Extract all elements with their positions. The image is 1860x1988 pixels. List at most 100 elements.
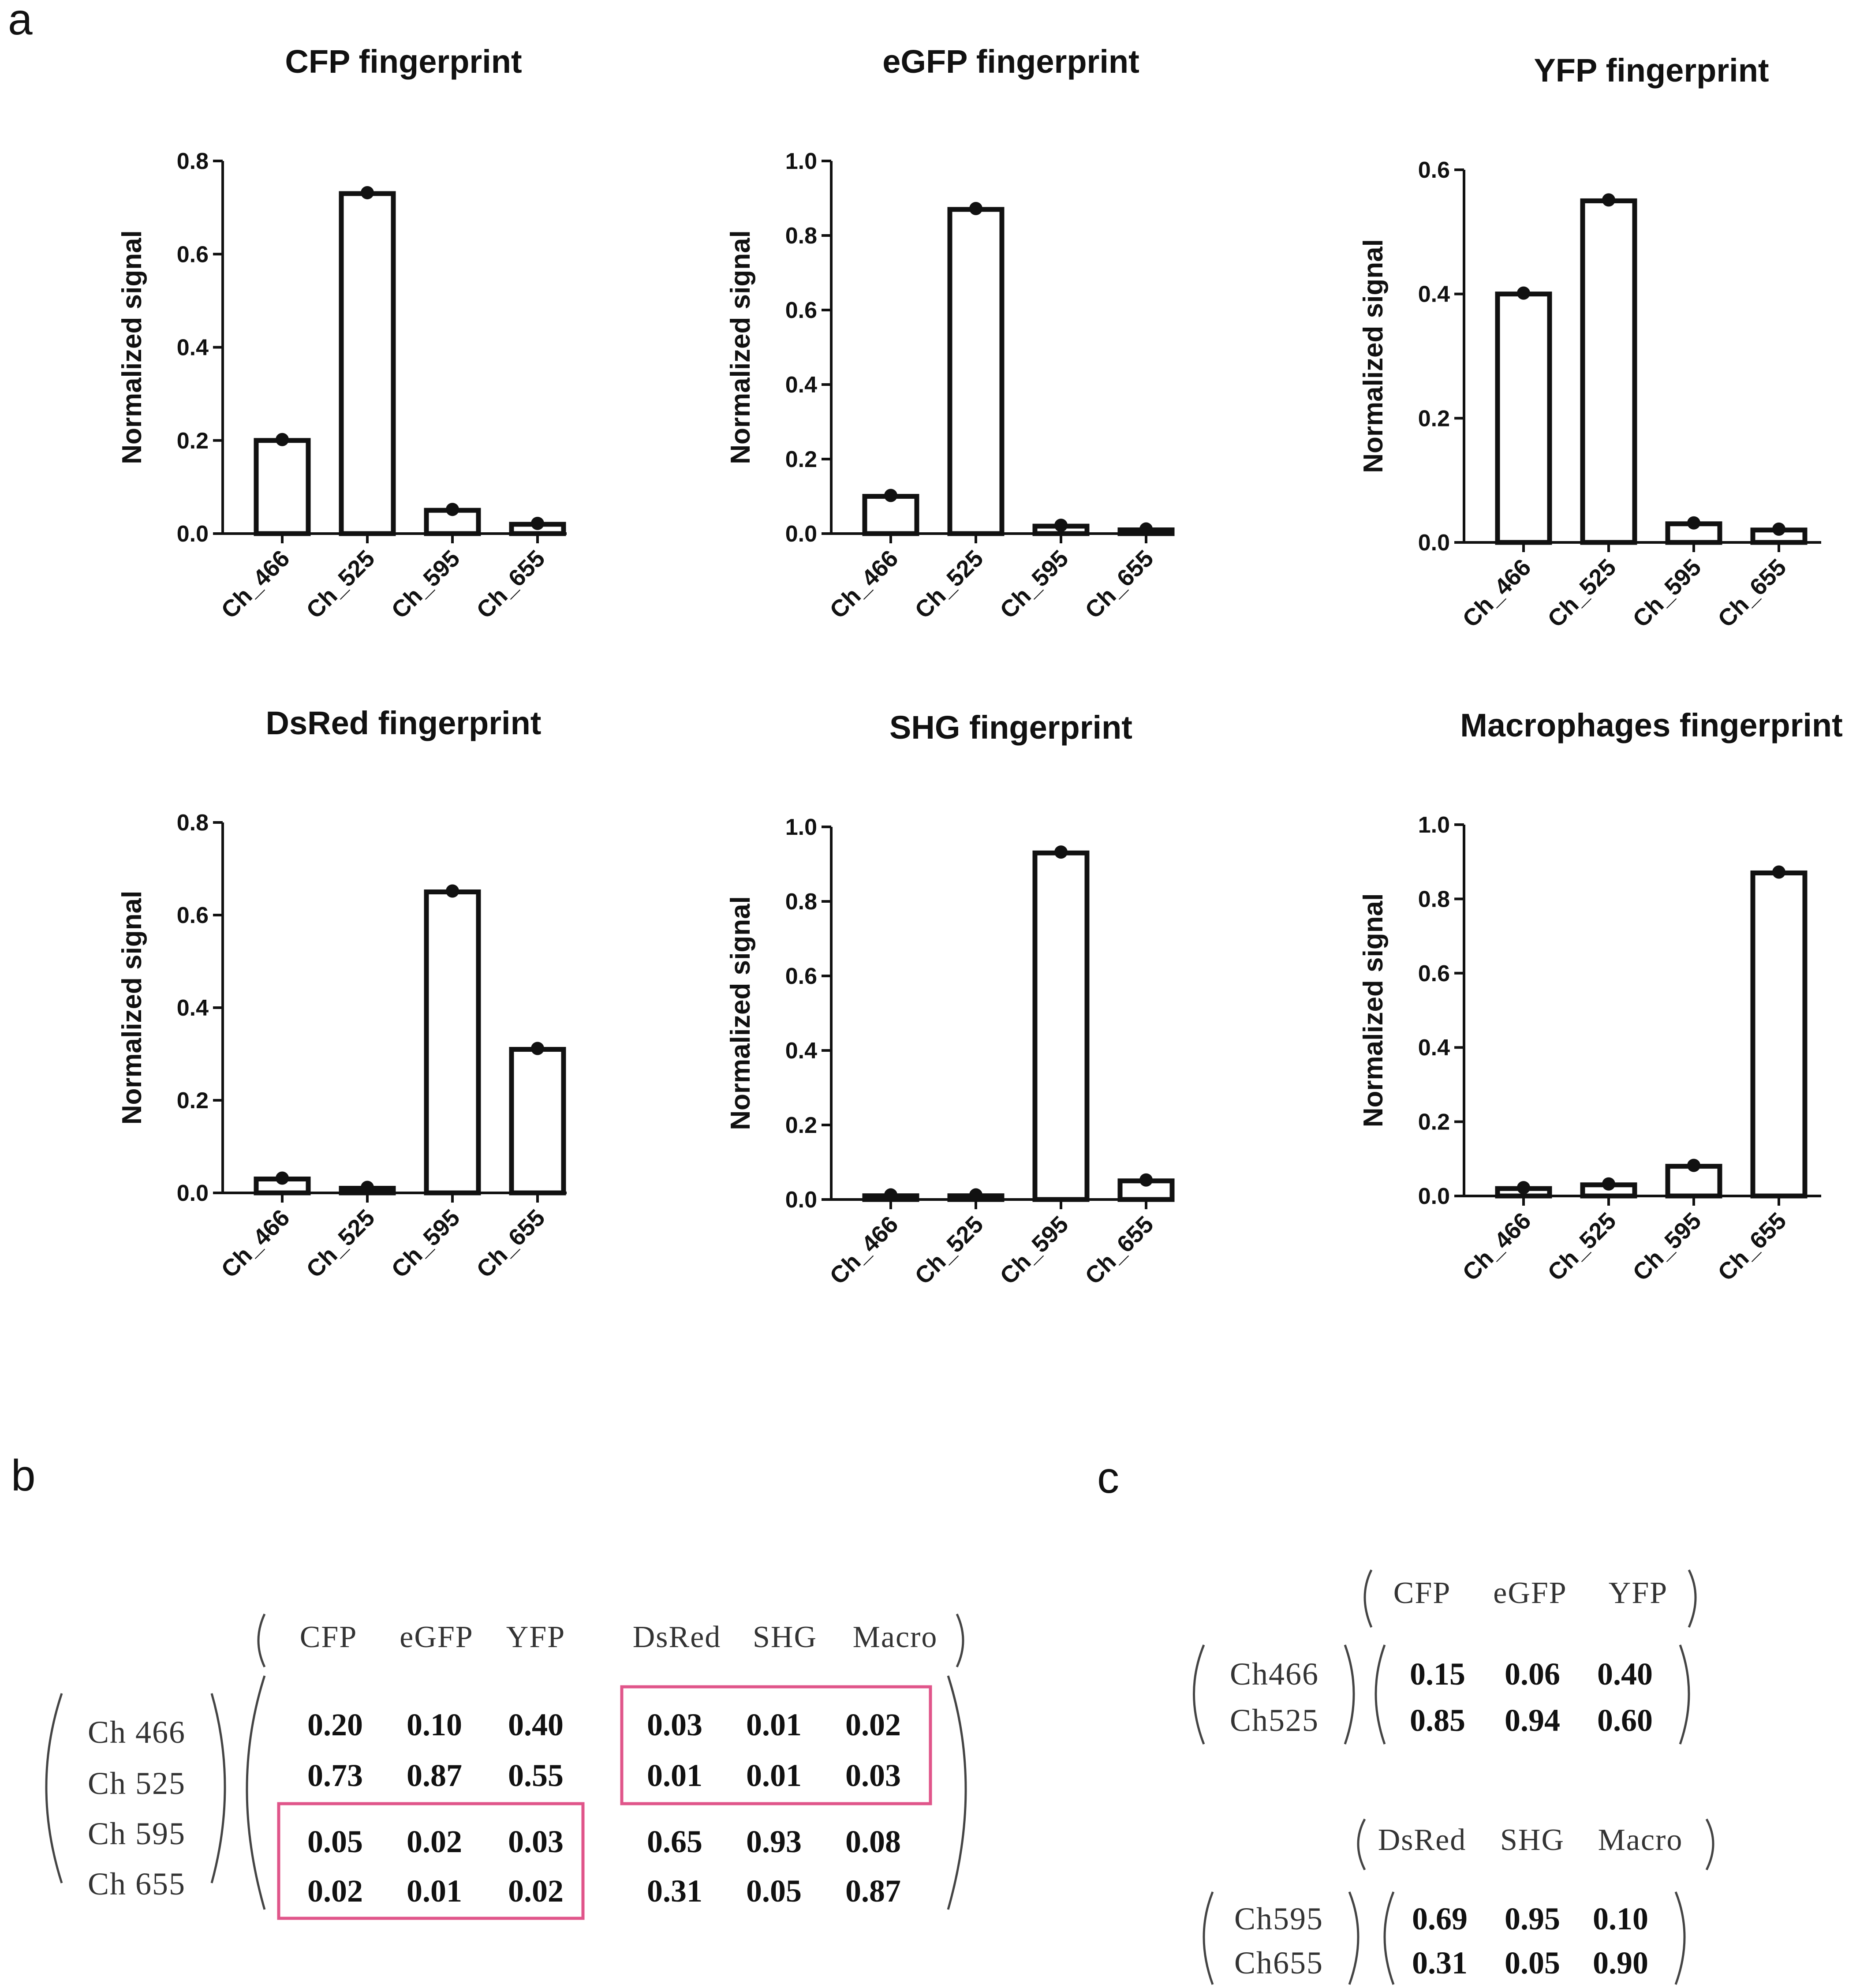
y-tick-label: 0.8 <box>785 223 817 249</box>
matrix-c-top-cell: 0.60 <box>1597 1703 1653 1738</box>
x-tick-label: Ch_525 <box>910 1211 988 1289</box>
x-tick-label: Ch_525 <box>1543 1207 1621 1286</box>
bar <box>1032 850 1090 1202</box>
matrix-c-bottom-cell: 0.90 <box>1593 1945 1648 1981</box>
matrix-b-col-header: Macro <box>853 1620 938 1654</box>
y-axis-label: Normalized signal <box>725 896 756 1130</box>
y-tick-label: 0.0 <box>1418 530 1450 556</box>
data-point <box>1517 1181 1530 1195</box>
y-tick-label: 0.6 <box>177 903 209 928</box>
highlight-box-bottom-left <box>277 1802 585 1920</box>
data-point <box>1139 1173 1153 1187</box>
x-tick-label: Ch_466 <box>825 1211 903 1289</box>
chart-title: Macrophages fingerprint <box>1460 707 1843 744</box>
chart-shg-fingerprint: SHG fingerprint Normalized signal 0.0 0.2 0.… <box>725 709 1175 1289</box>
data-point <box>969 1188 982 1202</box>
matrix-c-bottom-col-header: Macro <box>1598 1823 1683 1857</box>
chart-title: YFP fingerprint <box>1534 52 1769 89</box>
paren-c-bottom-values-right <box>1674 1891 1686 1985</box>
matrix-c-bottom-col-header: SHG <box>1500 1823 1565 1857</box>
bar <box>509 1047 566 1196</box>
bar <box>1495 291 1552 545</box>
x-tick-label: Ch_595 <box>995 545 1073 624</box>
matrix-b-cell: 0.05 <box>307 1824 363 1859</box>
matrix-c-bottom-row-label: Ch655 <box>1234 1945 1323 1981</box>
y-tick-label: 0.4 <box>1418 1035 1450 1061</box>
chart-title: DsRed fingerprint <box>266 705 542 741</box>
matrix-b-row-label: Ch 655 <box>88 1866 186 1902</box>
matrix-b-cell: 0.40 <box>508 1707 564 1742</box>
matrix-b-cell: 0.03 <box>508 1824 564 1859</box>
y-tick-label: 0.0 <box>1418 1184 1450 1209</box>
matrix-c-bottom-row-label: Ch595 <box>1234 1901 1323 1936</box>
x-tick-label: Ch_595 <box>1628 554 1706 632</box>
y-tick-label: 0.4 <box>177 995 209 1021</box>
matrix-b-col-header: CFP <box>300 1620 358 1654</box>
x-tick-label: Ch_466 <box>825 545 903 624</box>
chart-dsred-fingerprint: DsRed fingerprint Normalized signal 0.0 0.2… <box>117 705 567 1283</box>
y-tick-label: 0.4 <box>1418 282 1450 307</box>
matrix-b-row-label: Ch 525 <box>88 1766 186 1801</box>
paren-b-values-left <box>246 1675 266 1910</box>
matrix-b-col-header: SHG <box>753 1620 817 1654</box>
data-point <box>1054 519 1068 532</box>
bar <box>1750 870 1808 1199</box>
y-tick-label: 0.4 <box>177 335 209 361</box>
matrix-b-row: 0.20 0.10 0.40 0.03 0.01 0.02 <box>307 1707 901 1742</box>
matrix-c-top-cell: 0.94 <box>1505 1703 1560 1738</box>
x-tick-label: Ch_525 <box>301 1204 380 1283</box>
matrix-b-row: 0.73 0.87 0.55 0.01 0.01 0.03 <box>307 1758 901 1793</box>
matrix-b-cell: 0.65 <box>647 1824 702 1859</box>
data-point <box>276 433 289 446</box>
matrix-b-cell: 0.03 <box>845 1758 901 1793</box>
paren-c-top-header-right <box>1688 1569 1697 1628</box>
y-tick-label: 1.0 <box>785 815 817 840</box>
y-tick-label: 0.8 <box>177 810 209 836</box>
matrix-b-row-label: Ch 595 <box>88 1816 186 1851</box>
matrix-b-row-label: Ch 466 <box>88 1715 186 1750</box>
y-tick-label: 0.6 <box>785 298 817 323</box>
y-axis-label: Normalized signal <box>1358 239 1389 473</box>
matrix-b-cell: 0.73 <box>307 1758 363 1793</box>
matrix-b-cell: 0.01 <box>407 1873 462 1909</box>
paren-c-bottom-values-left <box>1383 1891 1395 1985</box>
y-tick-label: 0.6 <box>785 964 817 989</box>
y-tick-label: 0.0 <box>177 521 209 547</box>
data-point <box>1687 516 1700 530</box>
y-axis-label: Normalized signal <box>117 230 147 464</box>
data-point <box>446 503 459 516</box>
chart-title: CFP fingerprint <box>285 43 522 80</box>
matrix-c-top-col-header: CFP <box>1393 1576 1451 1610</box>
paren-c-top-header-left <box>1363 1569 1373 1628</box>
x-tick-label: Ch_595 <box>1628 1207 1706 1286</box>
matrix-b-cell: 0.31 <box>647 1873 702 1909</box>
panel-label-c: c <box>1097 1453 1119 1502</box>
matrix-c-top-row-label: Ch525 <box>1230 1703 1319 1738</box>
matrix-b-cell: 0.08 <box>845 1824 901 1859</box>
x-tick-label: Ch_525 <box>1543 554 1621 632</box>
matrix-c-bottom: DsRed SHG Macro Ch595 Ch655 0.69 0.95 0.… <box>1203 1818 1714 1985</box>
y-tick-label: 1.0 <box>785 149 817 174</box>
chart-yfp-fingerprint: YFP fingerprint Normalized signal 0.0 0.2 0.… <box>1358 52 1821 632</box>
matrix-b-cell: 0.01 <box>647 1758 702 1793</box>
matrix-b-cell: 0.55 <box>508 1758 564 1793</box>
y-tick-label: 0.2 <box>785 1113 817 1138</box>
paren-b-header-right <box>956 1613 964 1668</box>
y-tick-label: 0.2 <box>785 447 817 472</box>
x-tick-label: Ch_595 <box>995 1211 1073 1289</box>
matrix-b-col-header: DsRed <box>633 1620 721 1654</box>
data-point <box>1772 522 1785 536</box>
y-axis-label: Normalized signal <box>725 230 756 464</box>
matrix-b-cell: 0.02 <box>407 1824 462 1859</box>
paren-c-top-rows-right <box>1344 1644 1355 1745</box>
matrix-c-top-col-header: eGFP <box>1493 1576 1567 1610</box>
paren-c-top-values-right <box>1679 1644 1690 1745</box>
highlight-box-top-right <box>620 1685 932 1805</box>
data-point <box>884 489 897 502</box>
y-tick-label: 0.2 <box>177 428 209 454</box>
matrix-c-bottom-col-header: DsRed <box>1378 1823 1467 1857</box>
matrix-c-top-cell: 0.06 <box>1505 1656 1560 1692</box>
paren-c-bottom-header-right <box>1705 1818 1714 1871</box>
bar <box>1665 521 1722 545</box>
y-tick-label: 0.6 <box>1418 157 1450 183</box>
